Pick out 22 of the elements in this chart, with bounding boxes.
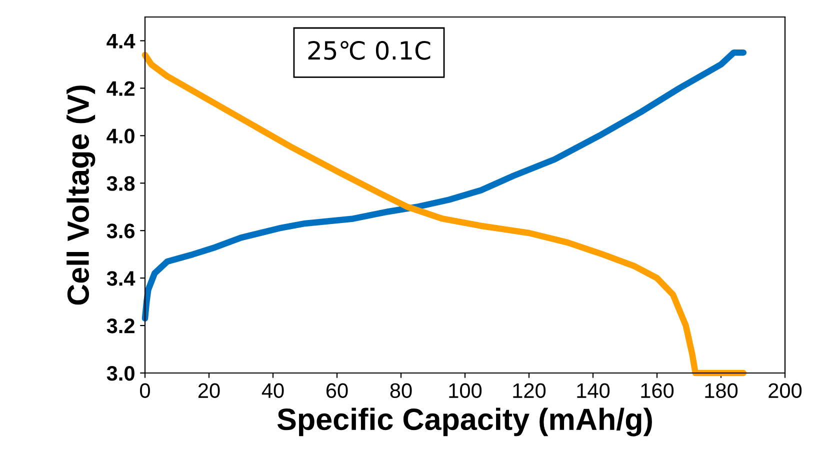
x-tick-label: 40 [262,383,284,398]
x-tick-label: 20 [198,383,220,398]
x-tick-label: 0 [140,383,150,398]
y-tick-label: 4.4 [106,34,136,48]
y-tick-label: 3.6 [106,224,135,238]
y-tick-label: 3.0 [106,366,134,381]
x-tick-label: 140 [577,383,610,398]
y-tick-label: 4.2 [106,81,134,96]
y-tick-label: 3.2 [106,318,134,334]
x-tick-label: 180 [705,383,738,398]
x-tick-label: 160 [641,383,674,398]
x-tick-label: 80 [390,383,412,398]
y-tick-label: 3.8 [106,176,135,191]
x-tick-label: 60 [326,383,348,398]
x-tick-label: 120 [513,383,546,398]
y-axis-title: Cell Voltage (V) [66,86,96,305]
y-tick-label: 4.0 [106,128,134,144]
x-axis-title: Specific Capacity (mAh/g) [277,408,652,436]
x-tick-label: 200 [768,383,802,398]
y-tick-label: 3.4 [106,271,136,286]
annotation: 25℃ 0.1C [308,40,430,60]
x-tick-label: 100 [449,383,482,398]
